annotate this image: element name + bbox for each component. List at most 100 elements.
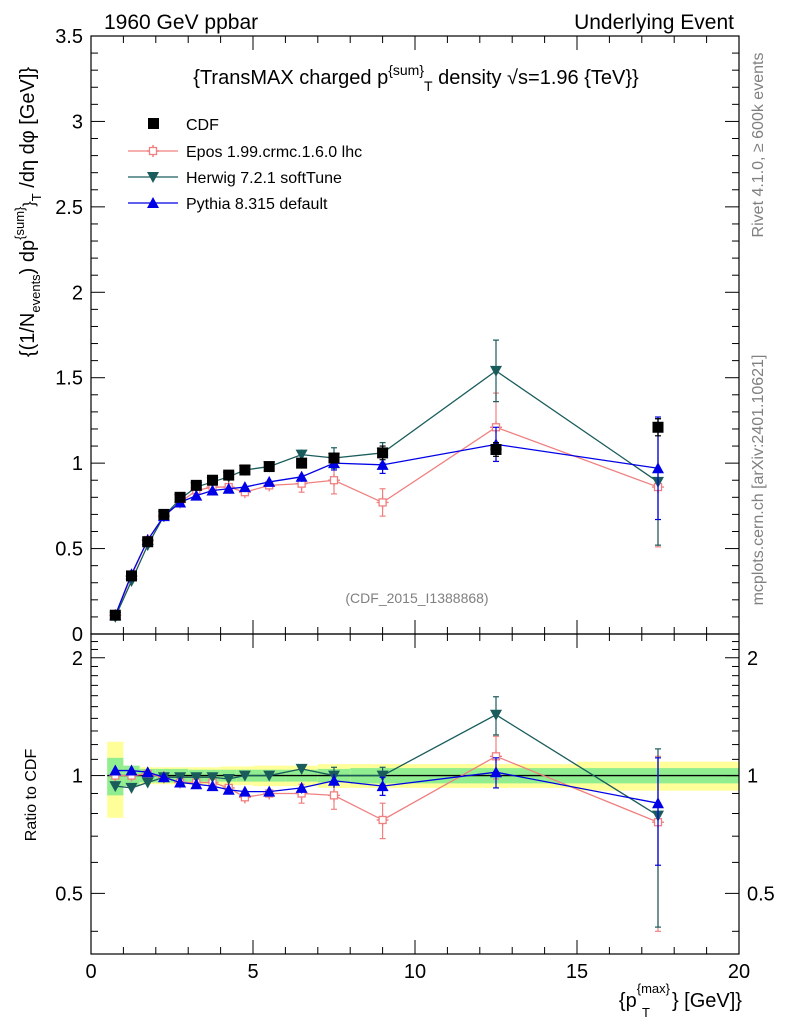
pythia-marker [125,764,138,776]
x-tick-labels: 0 5 10 15 20 [85,961,750,983]
ratio-series-pythia [109,757,664,866]
pythia-marker [109,764,122,776]
pythia-marker [295,781,308,793]
legend-cdf-label: CDF [186,117,219,134]
cdf-marker [109,609,121,621]
pythia-marker [174,776,187,788]
pythia-marker [376,458,389,470]
series-epos [109,392,664,622]
cdf-marker [377,447,389,459]
y-tick-label: 3 [72,111,83,133]
mcplots-label: mcplots.cern.ch [arXiv:2401.10621] [750,355,767,606]
header-left: 1960 GeV ppbar [104,11,258,34]
herwig-marker [490,365,502,377]
pythia-marker [263,475,276,487]
legend-epos-marker [147,145,159,157]
cdf-marker [490,443,502,455]
pythia-marker [295,470,308,482]
herwig-marker [376,770,389,782]
legend-item-epos: Epos 1.99.crmc.1.6.0 lhc [128,144,362,161]
pythia-marker [206,780,219,792]
pythia-marker [206,484,219,496]
ratio-panel: 0.5 0.5 1 1 2 2 Ratio to CDF [23,633,775,955]
epos-marker [378,498,387,507]
pythia-marker [328,774,340,786]
ratio-data [109,696,664,932]
herwig-marker [125,782,138,794]
herwig-marker [222,773,235,785]
epos-marker [329,791,339,800]
analysis-watermark: (CDF_2015_I1388868) [345,590,488,606]
ratio-y-tick-label: 1 [72,766,83,788]
x-tick-label: 15 [566,961,588,983]
herwig-marker [490,709,502,721]
pythia-marker [652,462,664,474]
cdf-marker [207,474,218,486]
legend-herwig-label: Herwig 7.2.1 softTune [186,170,342,187]
legend: CDF Epos 1.99.crmc.1.6.0 lhc Herwig 7.2.… [128,117,362,213]
herwig-marker [295,449,308,461]
series-cdf [109,418,664,621]
cdf-marker [126,570,137,582]
herwig-marker [206,772,219,784]
cdf-marker [190,479,202,491]
y-tick-label: 2.5 [55,197,83,219]
cdf-marker [239,464,251,476]
cdf-marker [158,508,170,520]
x-tick-label: 0 [85,961,96,983]
pythia-marker [263,785,276,797]
herwig-marker [238,770,251,782]
main-data [109,339,664,623]
pythia-marker [190,778,203,790]
x-tick-label: 10 [404,961,426,983]
ratio-frame [90,633,740,955]
legend-herwig-marker [147,172,159,183]
legend-epos-label: Epos 1.99.crmc.1.6.0 lhc [186,144,362,161]
legend-item-cdf: CDF [148,117,219,134]
y-tick-label: 0.5 [55,539,83,561]
cdf-marker [174,491,186,503]
main-ticks [90,35,740,635]
epos-marker [329,476,339,485]
ratio-y-tick-label-right: 2 [747,648,758,670]
cdf-marker [296,457,308,469]
ratio-ytick-labels: 0.5 0.5 1 1 2 2 [55,648,775,906]
pythia-marker [141,766,154,778]
y-axis-label: {(1/Nevents) dp{sum}}T /dη dφ [GeV]} [12,67,44,357]
legend-pythia-marker [147,197,159,208]
y-tick-label: 3.5 [55,26,83,48]
pythia-marker [222,482,235,494]
rivet-label: Rivet 4.1.0, ≥ 600k events [750,53,767,238]
main-panel: 0 0.5 1 1.5 2 2.5 3 3.5 {TransMAX charged p{sum… [12,26,740,646]
pythia-marker [157,771,170,783]
y-tick-label: 0 [72,624,83,646]
x-axis-label: {p{max} T} [GeV]} [619,981,742,1020]
x-tick-label: 5 [247,961,258,983]
pythia-marker [190,489,203,501]
pythia-marker [238,481,251,493]
ratio-y-tick-label: 2 [72,648,83,670]
x-tick-label: 20 [728,961,750,983]
herwig-marker [141,777,154,789]
epos-marker [378,815,387,825]
header-right: Underlying Event [574,11,734,34]
cdf-marker [328,452,340,464]
legend-item-herwig: Herwig 7.2.1 softTune [128,170,342,187]
pythia-marker [238,785,251,797]
cdf-marker [652,421,664,433]
herwig-marker [190,772,203,784]
pythia-marker [490,766,502,778]
y-tick-label: 1 [72,453,83,475]
herwig-marker [109,781,122,793]
herwig-marker [263,770,276,782]
pythia-marker [222,783,235,795]
cdf-marker [263,461,275,473]
main-title: {TransMAX charged p{sum}T density √s=1.9… [193,62,639,94]
ratio-y-tick-label: 0.5 [55,883,83,905]
ratio-y-axis-label: Ratio to CDF [23,749,40,842]
herwig-marker [295,763,308,775]
y-tick-label: 2 [72,282,83,304]
pythia-marker [376,780,389,792]
ratio-series-herwig [109,696,664,928]
